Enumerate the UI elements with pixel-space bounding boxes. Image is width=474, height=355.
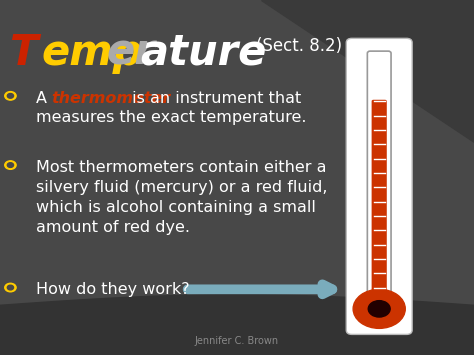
Text: A: A xyxy=(36,91,52,105)
Text: How do they work?: How do they work? xyxy=(36,282,189,297)
Text: amount of red dye.: amount of red dye. xyxy=(36,220,190,235)
Circle shape xyxy=(5,283,16,292)
Circle shape xyxy=(5,92,16,100)
Circle shape xyxy=(368,301,390,317)
Text: (Sect. 8.2): (Sect. 8.2) xyxy=(256,37,342,55)
Text: Most thermometers contain either a: Most thermometers contain either a xyxy=(36,160,326,175)
Circle shape xyxy=(7,93,14,98)
Text: er: er xyxy=(107,32,155,74)
Text: silvery fluid (mercury) or a red fluid,: silvery fluid (mercury) or a red fluid, xyxy=(36,180,327,195)
Text: is an instrument that: is an instrument that xyxy=(127,91,301,105)
FancyBboxPatch shape xyxy=(346,38,412,334)
Circle shape xyxy=(5,161,16,169)
FancyArrowPatch shape xyxy=(188,284,332,294)
Text: which is alcohol containing a small: which is alcohol containing a small xyxy=(36,200,315,215)
Circle shape xyxy=(353,289,405,328)
Circle shape xyxy=(7,163,14,168)
Text: ature: ature xyxy=(140,32,266,74)
Text: Jennifer C. Brown: Jennifer C. Brown xyxy=(195,336,279,346)
Circle shape xyxy=(7,285,14,290)
FancyBboxPatch shape xyxy=(372,100,387,296)
Text: emp: emp xyxy=(41,32,143,74)
FancyBboxPatch shape xyxy=(367,51,391,297)
Text: T: T xyxy=(10,32,39,74)
Text: thermometer: thermometer xyxy=(51,91,171,105)
Polygon shape xyxy=(261,0,474,142)
Text: measures the exact temperature.: measures the exact temperature. xyxy=(36,110,306,125)
